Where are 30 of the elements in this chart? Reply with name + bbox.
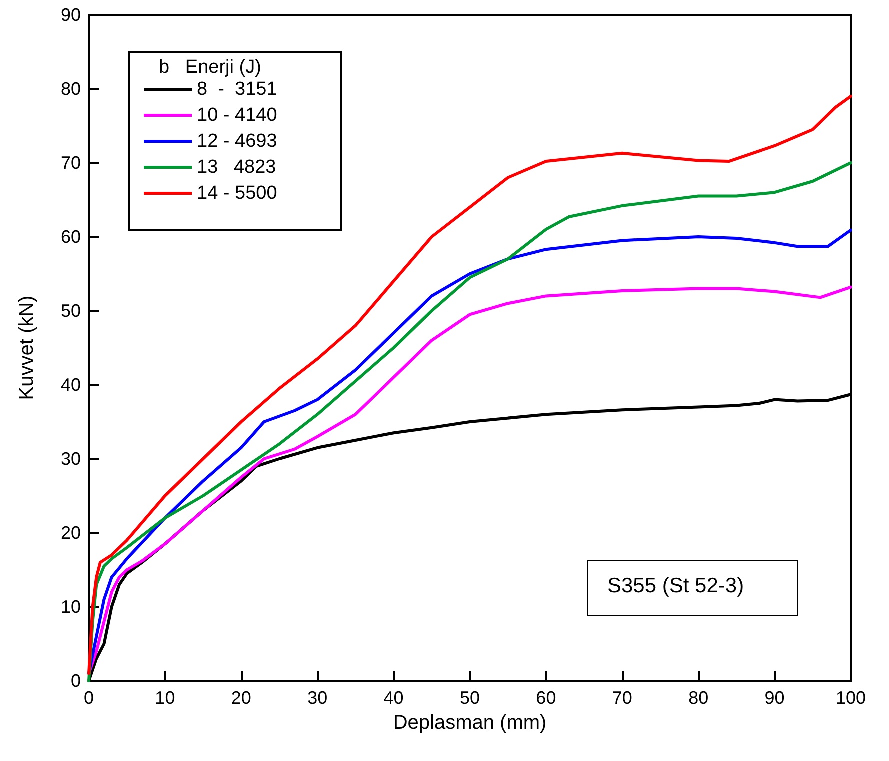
y-tick-label: 50 bbox=[60, 301, 81, 321]
legend-title: b Enerji (J) bbox=[159, 57, 262, 78]
annotation: S355 (St 52-3) bbox=[608, 574, 744, 598]
y-tick-label: 80 bbox=[60, 79, 81, 99]
x-tick-label: 30 bbox=[308, 688, 328, 708]
x-tick-label: 100 bbox=[836, 688, 866, 708]
legend-label: 14 - 5500 bbox=[197, 183, 278, 204]
x-tick-label: 40 bbox=[384, 688, 404, 708]
y-tick-label: 20 bbox=[60, 523, 81, 543]
y-tick-label: 10 bbox=[60, 597, 81, 617]
x-tick-label: 60 bbox=[536, 688, 556, 708]
x-tick-label: 80 bbox=[688, 688, 709, 708]
y-tick-label: 90 bbox=[60, 5, 81, 25]
y-tick-label: 60 bbox=[60, 227, 81, 247]
x-tick-label: 0 bbox=[84, 688, 94, 708]
y-tick-label: 70 bbox=[60, 153, 81, 173]
x-tick-label: 10 bbox=[155, 688, 176, 708]
x-axis-title: Deplasman (mm) bbox=[393, 712, 547, 734]
legend-label: 13 4823 bbox=[197, 157, 276, 178]
x-tick-label: 20 bbox=[231, 688, 252, 708]
legend-label: 8 - 3151 bbox=[197, 79, 278, 100]
y-tick-label: 40 bbox=[60, 375, 81, 395]
x-tick-label: 90 bbox=[764, 688, 785, 708]
x-tick-label: 70 bbox=[612, 688, 632, 708]
legend-label: 10 - 4140 bbox=[197, 105, 278, 126]
legend-label: 12 - 4693 bbox=[197, 131, 278, 152]
y-axis-title: Kuvvet (kN) bbox=[16, 296, 38, 400]
x-tick-label: 50 bbox=[460, 688, 480, 708]
y-tick-label: 30 bbox=[60, 449, 81, 469]
y-tick-label: 0 bbox=[70, 671, 81, 691]
